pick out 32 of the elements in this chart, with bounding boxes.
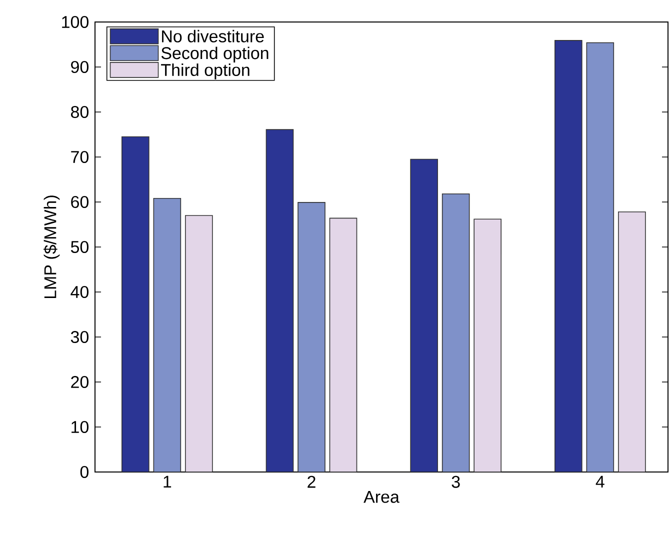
legend-label: No divestiture (162, 30, 264, 42)
bar (586, 42, 614, 472)
y-tick-label: 40 (70, 286, 89, 298)
x-tick-label: 1 (164, 476, 172, 488)
y-tick-label: 10 (72, 420, 89, 434)
y-tick-label: 20 (71, 376, 89, 388)
y-tick-label: 90 (71, 60, 89, 74)
legend-label: Second option (161, 46, 268, 63)
x-tick-label: 3 (452, 476, 460, 488)
y-tick-label: 60 (71, 196, 89, 208)
y-tick-label: 80 (70, 106, 89, 118)
bar (442, 194, 470, 472)
x-tick-label: 4 (596, 476, 604, 488)
bar (266, 129, 294, 472)
bar (474, 218, 502, 472)
bar (554, 40, 582, 472)
bar (185, 215, 213, 472)
x-axis-title: Area (364, 491, 400, 503)
y-tick-label: 0 (80, 466, 89, 478)
bar (298, 202, 326, 472)
bar (153, 198, 182, 472)
y-tick-label: 30 (70, 330, 89, 344)
bar (410, 158, 438, 472)
y-tick-label: 100 (62, 16, 89, 28)
y-tick-label: 50 (70, 240, 89, 254)
bar (329, 218, 358, 472)
bar (122, 136, 150, 472)
bar (618, 212, 646, 472)
legend-label: Third option (161, 64, 250, 80)
x-tick-label: 2 (308, 476, 316, 488)
y-axis-title: LMP ($/MWh) (44, 196, 60, 298)
y-tick-label: 70 (71, 150, 89, 164)
